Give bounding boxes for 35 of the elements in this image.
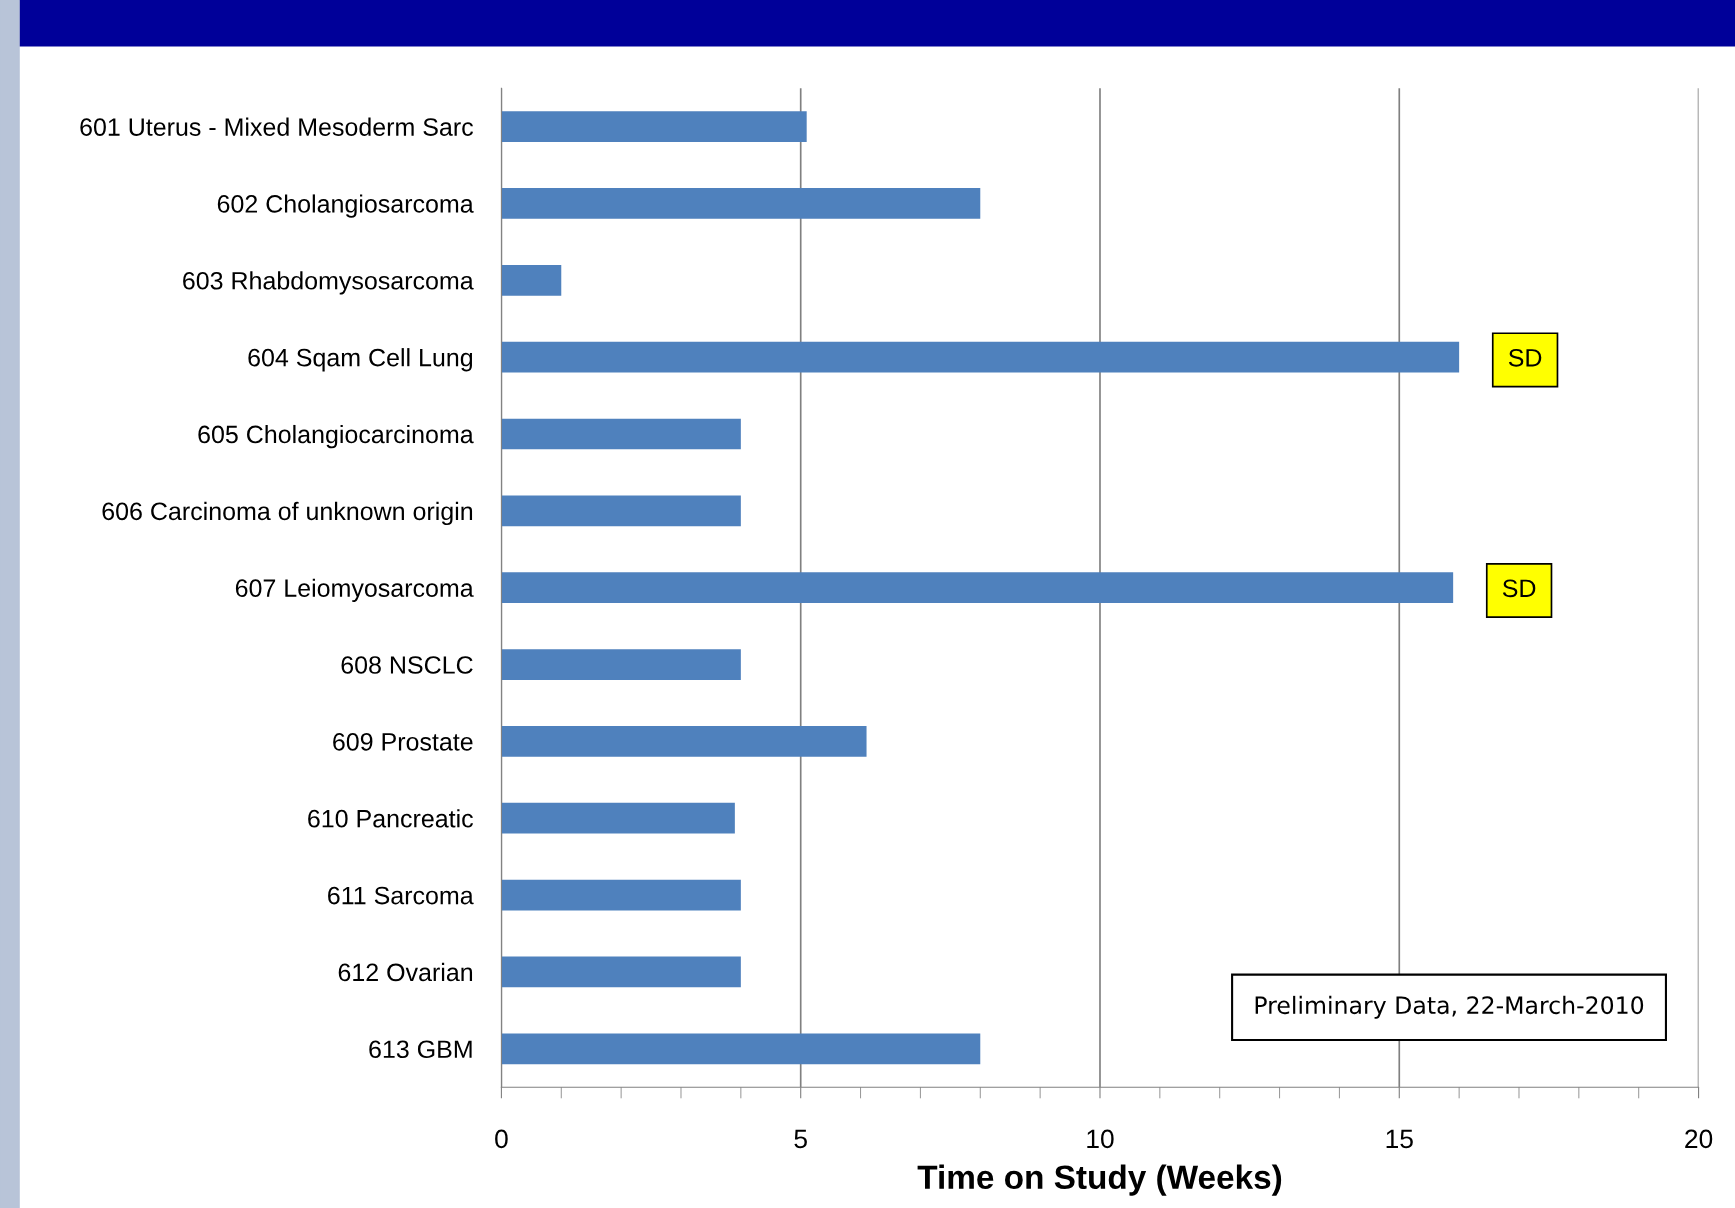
y-tick-label: 608 NSCLC xyxy=(341,656,473,674)
annotation: SD xyxy=(1502,579,1536,598)
x-tick-label: 15 xyxy=(1386,1129,1413,1149)
y-tick-label: 611 Sarcoma xyxy=(328,886,474,905)
x-tick-label: 20 xyxy=(1685,1129,1713,1149)
y-tick-label: 606 Carcinoma of unknown origin xyxy=(102,501,473,526)
y-tick-label: 605 Cholangiocarcinoma xyxy=(198,424,474,449)
bar xyxy=(501,111,807,142)
bar xyxy=(501,649,741,680)
y-tick-label: 607 Leiomyosarcoma xyxy=(235,578,474,602)
y-tick-label: 602 Cholangiosarcoma xyxy=(217,194,474,218)
bar xyxy=(501,495,741,527)
bar xyxy=(501,418,741,450)
annotation: SD xyxy=(1508,348,1542,367)
y-tick-label: 603 Rhabdomysosarcoma xyxy=(183,271,474,295)
bar xyxy=(501,572,1454,604)
y-tick-label: 612 Ovarian xyxy=(338,962,473,982)
annotation: Preliminary Data, 22-March-2010 xyxy=(1255,995,1644,1019)
bar xyxy=(501,264,562,296)
x-tick-label: 0 xyxy=(495,1129,508,1149)
bar xyxy=(501,802,735,834)
bar xyxy=(501,188,981,219)
bar xyxy=(501,956,741,988)
y-tick-label: 609 Prostate xyxy=(333,732,473,751)
bar xyxy=(501,341,1460,373)
y-tick-label: 610 Pancreatic xyxy=(308,809,473,828)
y-tick-label: 601 Uterus - Mixed Mesoderm Sarc xyxy=(80,117,473,136)
bar xyxy=(501,1033,981,1065)
y-tick-label: 613 GBM xyxy=(369,1040,472,1059)
x-axis-title: Time on Study (Weeks) xyxy=(917,1164,1282,1196)
bar xyxy=(501,726,867,757)
x-tick-label: 5 xyxy=(794,1129,807,1149)
x-tick-label: 10 xyxy=(1087,1129,1114,1149)
bar xyxy=(501,879,741,911)
y-tick-label: 604 Sqam Cell Lung xyxy=(248,348,473,372)
